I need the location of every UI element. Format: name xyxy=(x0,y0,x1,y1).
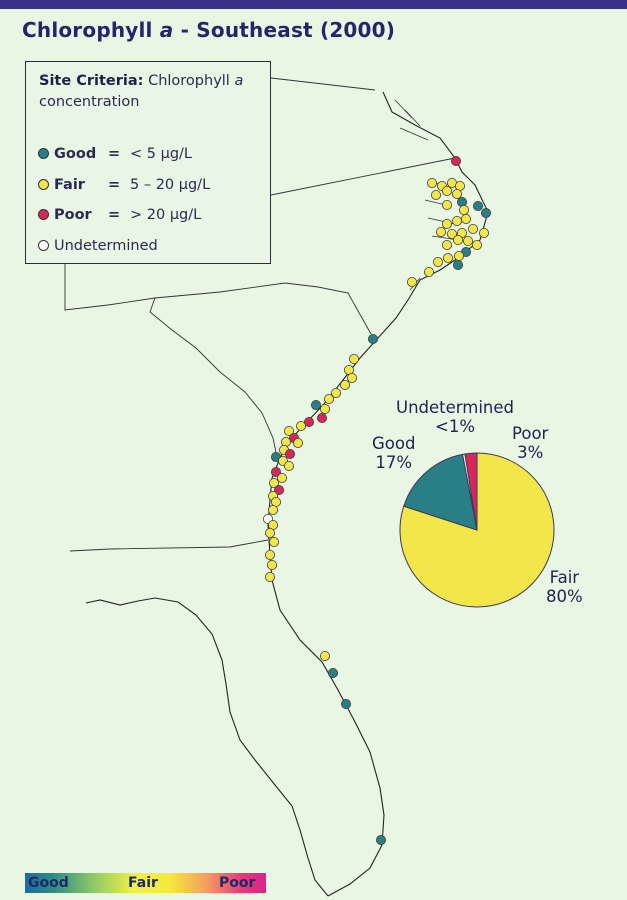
site-dot xyxy=(460,213,471,224)
site-dot xyxy=(471,239,482,250)
site-dot xyxy=(441,218,452,229)
site-dot xyxy=(467,223,478,234)
fair-dot-icon xyxy=(38,179,49,190)
site-dot xyxy=(270,466,281,477)
site-dot xyxy=(435,226,446,237)
colorbar-fair-label: Fair xyxy=(128,875,158,891)
legend-poor-eq: = xyxy=(108,207,121,223)
state-borders xyxy=(64,77,456,552)
condition-colorbar: Good Fair Poor xyxy=(25,873,266,893)
legend-fair-label: Fair xyxy=(54,177,85,193)
site-dot xyxy=(264,572,275,583)
site-dot xyxy=(452,259,463,270)
legend-good-range: < 5 µg/L xyxy=(130,146,192,162)
site-dot xyxy=(423,266,434,277)
site-dot xyxy=(319,651,330,662)
legend-good-eq: = xyxy=(108,146,121,162)
site-dot xyxy=(340,699,351,710)
site-dot xyxy=(283,425,294,436)
site-dot xyxy=(430,189,441,200)
site-dot xyxy=(330,387,341,398)
legend-poor-label: Poor xyxy=(54,207,92,223)
pie-chart xyxy=(399,452,555,608)
site-dot xyxy=(292,437,303,448)
pie-slice-poor xyxy=(464,452,478,531)
pie-slice-good xyxy=(403,453,478,531)
site-dot xyxy=(295,420,306,431)
site-dot xyxy=(441,199,452,210)
undetermined-dot-icon xyxy=(38,240,49,251)
site-dot xyxy=(316,412,327,423)
site-dot xyxy=(441,239,452,250)
site-dot xyxy=(442,252,453,263)
site-dot xyxy=(406,276,417,287)
site-dot xyxy=(319,403,330,414)
site-dot xyxy=(446,228,457,239)
poor-dot-icon xyxy=(38,209,49,220)
site-dot xyxy=(441,185,452,196)
gulf-coastline xyxy=(85,597,329,897)
site-dot xyxy=(267,504,278,515)
site-dot xyxy=(432,256,443,267)
legend-good-label: Good xyxy=(54,146,97,162)
legend-poor-range: > 20 µg/L xyxy=(130,207,202,223)
site-dot xyxy=(375,835,386,846)
pie-label-undetermined: Undetermined <1% xyxy=(396,398,515,436)
site-dot xyxy=(480,207,491,218)
site-dot xyxy=(458,204,469,215)
site-dot xyxy=(367,333,378,344)
site-dot xyxy=(266,560,277,571)
legend-fair-eq: = xyxy=(108,177,121,193)
legend-heading: Site Criteria: Chlorophyll a concentrati… xyxy=(39,73,244,110)
site-dots xyxy=(262,155,491,846)
site-dot xyxy=(323,393,334,404)
site-dot xyxy=(310,399,321,410)
site-dot xyxy=(451,215,462,226)
site-dot xyxy=(451,188,462,199)
site-dot xyxy=(453,250,464,261)
site-dot xyxy=(472,200,483,211)
pie-label-poor: Poor 3% xyxy=(512,424,549,462)
site-dot xyxy=(268,477,279,488)
site-dot xyxy=(348,353,359,364)
site-dot xyxy=(268,537,279,548)
site-dot xyxy=(303,416,314,427)
site-dot xyxy=(450,155,461,166)
site-dot xyxy=(284,448,295,459)
site-dot xyxy=(346,372,357,383)
site-dot xyxy=(339,379,350,390)
pie-label-fair: Fair 80% xyxy=(546,568,583,606)
site-dot xyxy=(264,528,275,539)
legend-fair-range: 5 – 20 µg/L xyxy=(130,177,211,193)
site-dot xyxy=(327,668,338,679)
site-dot xyxy=(462,235,473,246)
colorbar-poor-label: Poor xyxy=(219,875,256,891)
map-title: Chlorophyll a - Southeast (2000) xyxy=(22,18,396,42)
site-dot xyxy=(452,234,463,245)
legend-undetermined-label: Undetermined xyxy=(54,238,158,254)
site-dot xyxy=(264,550,275,561)
site-dot xyxy=(478,227,489,238)
top-band xyxy=(0,0,627,9)
site-dot xyxy=(276,472,287,483)
legend-box: Site Criteria: Chlorophyll a concentrati… xyxy=(25,61,271,264)
atlantic-coastline xyxy=(267,91,489,897)
site-dot xyxy=(273,484,284,495)
site-dot xyxy=(283,460,294,471)
pie-label-good: Good 17% xyxy=(372,434,416,472)
colorbar-good-label: Good xyxy=(28,875,69,891)
site-dot xyxy=(426,177,437,188)
good-dot-icon xyxy=(38,148,49,159)
